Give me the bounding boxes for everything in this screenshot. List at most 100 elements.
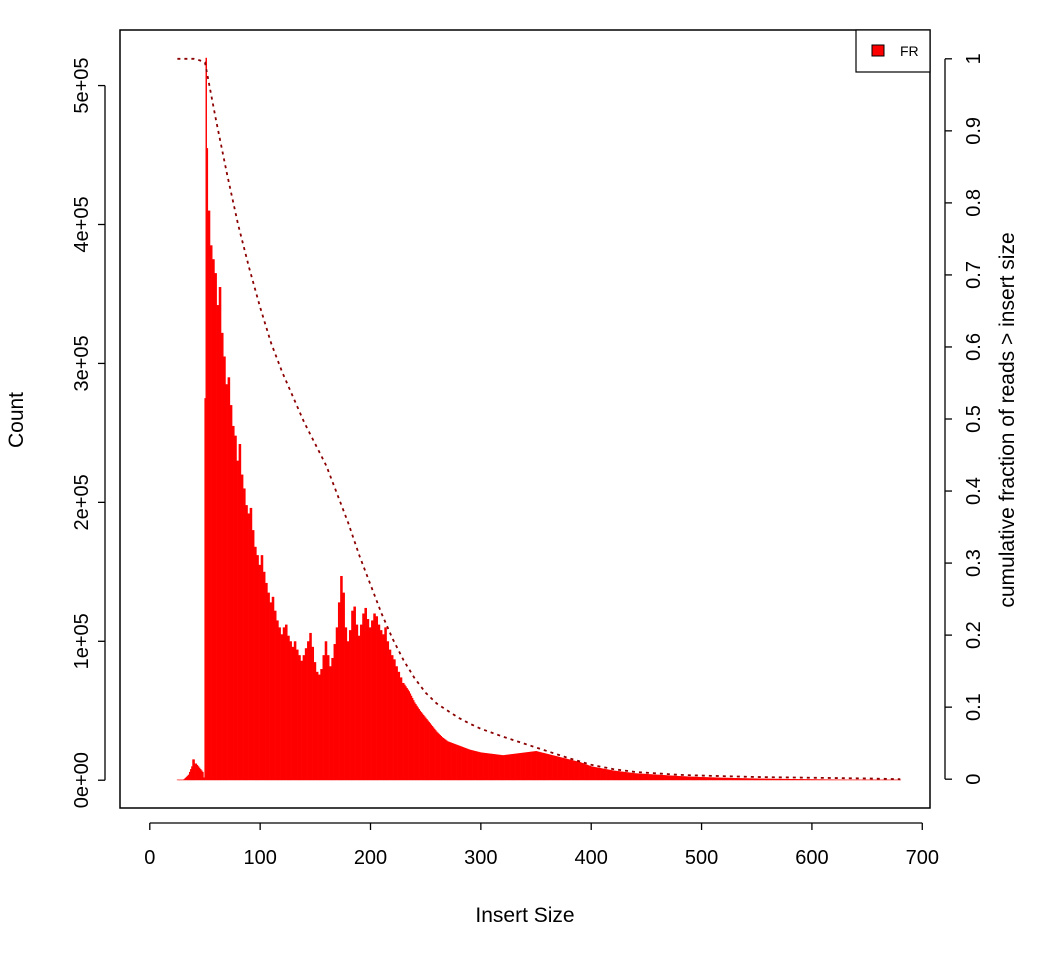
histogram-bar — [257, 555, 259, 781]
histogram-bar — [586, 764, 588, 781]
histogram-bar — [489, 753, 491, 781]
histogram-bar — [730, 777, 733, 781]
histogram-bar — [464, 747, 467, 781]
histogram-bar — [443, 738, 446, 781]
histogram-bar — [684, 776, 686, 781]
histogram-bar — [426, 719, 428, 781]
histogram-bar — [785, 778, 788, 781]
histogram-bar — [270, 602, 273, 781]
histogram-bar — [543, 752, 545, 781]
histogram-bar — [201, 770, 203, 781]
histogram-bar — [758, 778, 760, 781]
histogram-bar — [352, 610, 354, 781]
histogram-bar — [488, 753, 490, 781]
histogram-bar — [432, 727, 435, 781]
histogram-bar — [553, 755, 555, 781]
histogram-bar — [657, 774, 660, 781]
histogram-bar — [188, 771, 191, 781]
histogram-bar — [610, 770, 612, 781]
histogram-bar — [334, 644, 337, 781]
histogram-bar — [842, 779, 844, 781]
histogram-bar — [716, 777, 718, 781]
histogram-bar — [369, 627, 372, 781]
histogram-bar — [328, 655, 330, 781]
histogram-bars — [176, 57, 902, 781]
histogram-bar — [823, 779, 825, 781]
histogram-bar — [301, 660, 303, 781]
histogram-bar — [805, 779, 808, 781]
histogram-bar — [271, 596, 274, 781]
histogram-bar — [831, 779, 833, 781]
histogram-bar — [236, 460, 238, 781]
histogram-bar — [501, 755, 503, 781]
histogram-bar — [656, 774, 659, 781]
histogram-bar — [538, 751, 541, 781]
histogram-bar — [208, 210, 211, 781]
histogram-bar — [857, 779, 860, 781]
histogram-bar — [824, 779, 827, 781]
histogram-bar — [453, 743, 456, 781]
histogram-bar — [399, 677, 402, 781]
histogram-bar — [374, 613, 376, 781]
histogram-bar — [474, 751, 477, 781]
histogram-bar — [741, 778, 744, 781]
histogram-bar — [757, 778, 759, 781]
histogram-bar — [504, 754, 507, 781]
histogram-bar — [810, 779, 812, 781]
histogram-bar — [695, 776, 697, 781]
histogram-bar — [883, 779, 885, 781]
y2-tick-label: 1 — [963, 53, 985, 64]
histogram-bar — [774, 778, 777, 781]
histogram-bar — [215, 273, 217, 781]
histogram-bar — [480, 752, 482, 781]
plot-frame — [119, 29, 931, 809]
histogram-bar — [343, 592, 345, 781]
histogram-bar — [229, 405, 232, 781]
histogram-bar — [465, 748, 468, 781]
histogram-bar — [838, 779, 841, 781]
histogram-bar — [787, 778, 789, 781]
histogram-bar — [599, 767, 601, 781]
histogram-bar — [310, 632, 312, 781]
histogram-bar — [632, 772, 635, 781]
histogram-bar — [525, 752, 527, 781]
histogram-bar — [357, 635, 360, 781]
histogram-bar — [638, 773, 640, 781]
histogram-bar — [403, 682, 405, 781]
x-tick-label: 200 — [354, 847, 387, 869]
y2-tick-label: 0.9 — [963, 117, 985, 145]
histogram-bar — [227, 377, 230, 781]
histogram-bar — [350, 630, 352, 781]
histogram-bar — [386, 641, 388, 781]
histogram-bar — [361, 624, 363, 781]
histogram-bar — [264, 571, 266, 781]
histogram-bar — [635, 773, 638, 781]
histogram-bar — [667, 775, 670, 781]
histogram-bar — [449, 742, 451, 781]
histogram-bar — [356, 624, 359, 781]
histogram-bar — [768, 778, 770, 781]
histogram-bar — [555, 756, 557, 781]
histogram-bar — [491, 753, 493, 781]
histogram-bar — [848, 779, 851, 781]
histogram-bar — [772, 778, 775, 781]
histogram-bar — [890, 779, 893, 781]
histogram-bar — [809, 779, 811, 781]
histogram-bar — [250, 507, 253, 781]
histogram-bar — [738, 778, 740, 781]
histogram-bar — [431, 726, 434, 781]
histogram-bar — [541, 752, 543, 781]
histogram-bar — [224, 356, 226, 781]
histogram-bar — [861, 779, 863, 781]
histogram-bar — [582, 763, 585, 781]
histogram-bar — [251, 530, 254, 781]
histogram-bar — [510, 754, 512, 781]
histogram-bar — [397, 671, 399, 781]
y-axis-title: Count — [5, 392, 28, 448]
histogram-bar — [827, 779, 830, 781]
histogram-bar — [266, 582, 268, 781]
histogram-bar — [367, 619, 370, 781]
histogram-bar — [364, 607, 366, 781]
histogram-bar — [627, 772, 629, 781]
histogram-bar — [234, 435, 236, 781]
